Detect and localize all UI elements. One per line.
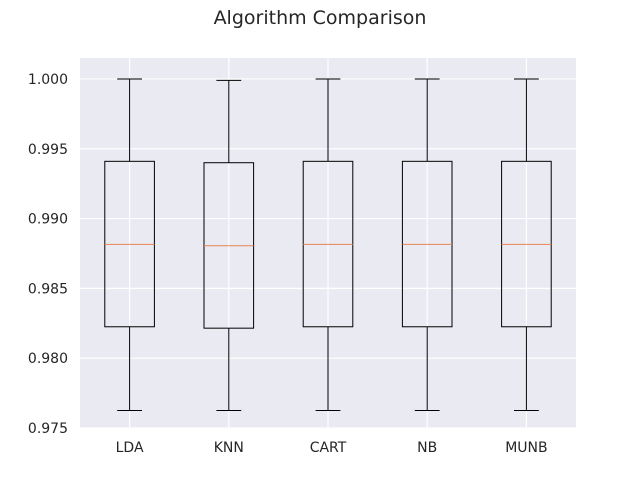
box-lda [104,78,155,412]
x-axis-ticks: LDA KNN CART NB MUNB [116,440,548,456]
box-munb [501,78,552,412]
box-cart [302,78,354,412]
y-tick-label: 0.990 [28,212,68,228]
boxes [104,78,552,412]
y-tick-label: 0.975 [28,421,68,437]
y-tick-label: 0.995 [28,142,68,158]
x-tick-label: LDA [116,440,144,456]
y-tick-label: 1.000 [28,72,68,88]
x-tick-label: KNN [214,440,244,456]
chart-title: Algorithm Comparison [213,7,427,29]
box-nb [401,78,453,412]
box-knn [203,79,255,412]
x-tick-label: CART [310,440,347,456]
y-axis-ticks: 0.975 0.980 0.985 0.990 0.995 1.000 [28,72,68,437]
x-tick-label: MUNB [505,440,547,456]
x-tick-label: NB [417,440,437,456]
y-tick-label: 0.985 [28,281,68,297]
y-tick-label: 0.980 [28,351,68,367]
